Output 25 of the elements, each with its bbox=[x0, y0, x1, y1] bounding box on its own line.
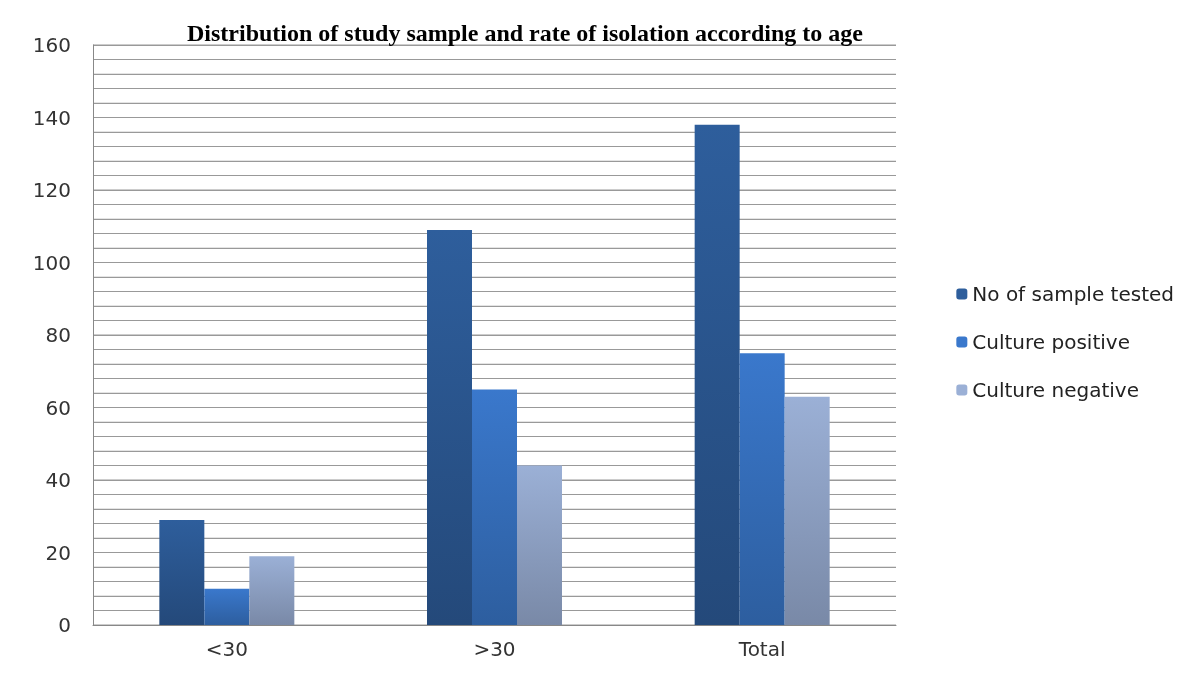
chart-title: Distribution of study sample and rate of isolation according to age bbox=[186, 20, 864, 46]
bar bbox=[159, 519, 205, 625]
legend-label: Culture positive bbox=[972, 330, 1130, 354]
bar bbox=[249, 556, 295, 625]
bar bbox=[427, 229, 472, 625]
bar bbox=[694, 124, 740, 625]
bar bbox=[472, 389, 517, 625]
y-tick-label: 160 bbox=[32, 33, 71, 57]
y-tick-label: 20 bbox=[45, 540, 71, 565]
bar bbox=[739, 353, 785, 625]
bar bbox=[517, 465, 562, 625]
x-tick-label: >30 bbox=[473, 637, 516, 661]
y-tick-label: 120 bbox=[32, 178, 71, 202]
x-tick-label: Total bbox=[737, 637, 786, 661]
y-tick-label: 60 bbox=[45, 395, 71, 420]
x-tick-label: <30 bbox=[205, 637, 248, 661]
y-tick-label: 80 bbox=[45, 323, 71, 347]
y-tick-label: 100 bbox=[32, 250, 71, 275]
legend-label: Culture negative bbox=[972, 378, 1139, 402]
bar bbox=[784, 396, 830, 625]
legend-label: No of sample tested bbox=[972, 282, 1174, 306]
y-tick-label: 140 bbox=[32, 105, 71, 130]
bar bbox=[204, 588, 250, 625]
y-tick-label: 0 bbox=[58, 613, 71, 637]
y-tick-label: 40 bbox=[45, 468, 71, 492]
